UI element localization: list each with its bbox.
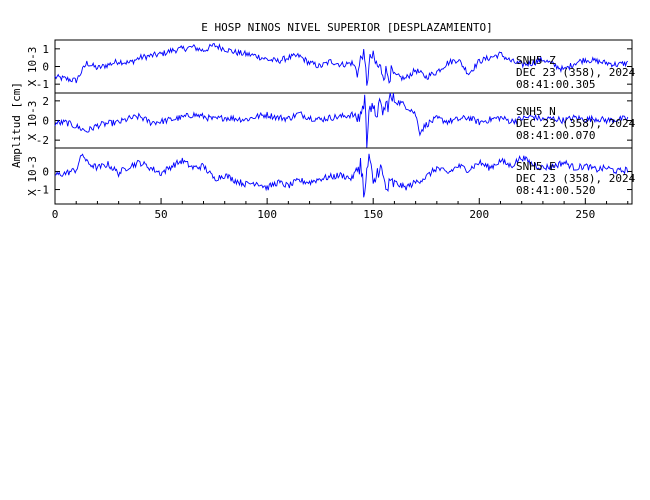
x-tick-label: 50 xyxy=(154,208,167,221)
trace-e xyxy=(54,153,629,198)
y-tick-label: -2 xyxy=(36,134,49,147)
x-axis: 0 50 100 150 200 250 xyxy=(52,198,629,221)
x-tick-label: 150 xyxy=(363,208,383,221)
y-tick-label: 0 xyxy=(42,165,49,178)
x-tick-label: 100 xyxy=(257,208,277,221)
channel-time: 08:41:00.070 xyxy=(516,129,595,142)
y-tick-label: -1 xyxy=(36,184,49,197)
scale-label: X 10-3 xyxy=(26,47,39,87)
scale-label: X 10-3 xyxy=(26,156,39,196)
channel-date: DEC 23 (358), 2024 xyxy=(516,172,636,185)
channel-id: SNH5 E xyxy=(516,160,556,173)
y-axis-label: Amplitud [cm] xyxy=(10,82,23,168)
trace-n xyxy=(54,92,629,149)
y-tick-label: 1 xyxy=(42,43,49,56)
y-tick-label: 0 xyxy=(42,115,49,128)
channel-time: 08:41:00.520 xyxy=(516,184,595,197)
x-tick-label: 250 xyxy=(575,208,595,221)
chart-title: E HOSP NINOS NIVEL SUPERIOR [DESPLAZAMIE… xyxy=(201,21,492,34)
x-tick-label: 0 xyxy=(52,208,59,221)
trace-z xyxy=(54,42,629,86)
y-tick-label: -1 xyxy=(36,78,49,91)
x-tick-label: 200 xyxy=(469,208,489,221)
y-tick-label: 2 xyxy=(42,95,49,108)
y-tick-label: 0 xyxy=(42,61,49,74)
panel-frame xyxy=(54,147,633,205)
scale-label: X 10-3 xyxy=(26,101,39,141)
channel-id: SNH5 Z xyxy=(516,54,556,67)
channel-date: DEC 23 (358), 2024 xyxy=(516,117,636,130)
channel-id: SNH5 N xyxy=(516,105,556,118)
channel-date: DEC 23 (358), 2024 xyxy=(516,66,636,79)
channel-time: 08:41:00.305 xyxy=(516,78,595,91)
